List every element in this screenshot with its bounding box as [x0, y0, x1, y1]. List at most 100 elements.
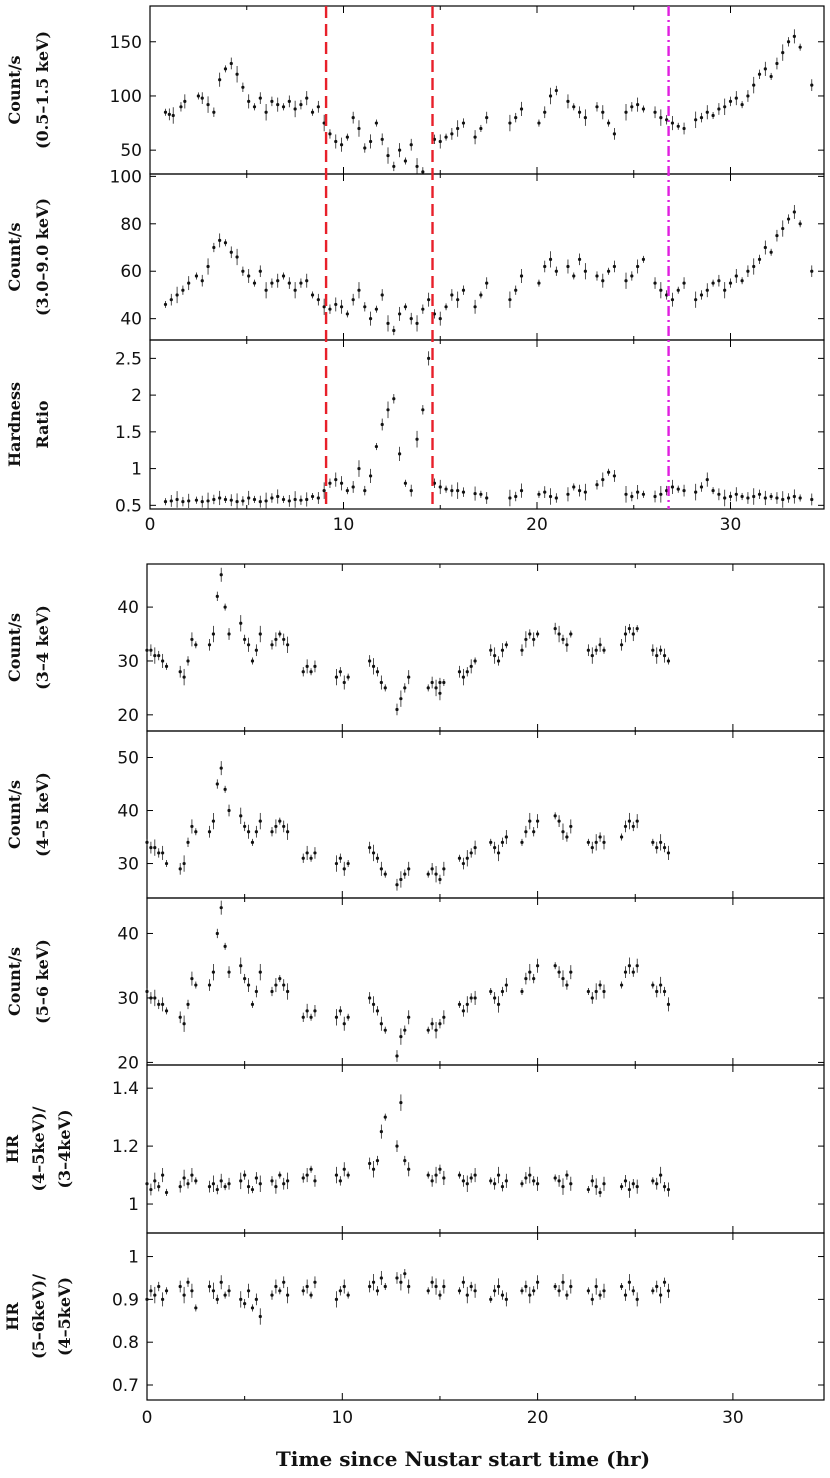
data-point — [746, 496, 750, 500]
data-point — [207, 983, 212, 987]
data-point — [415, 164, 419, 169]
data-point — [379, 1276, 383, 1280]
data-point — [243, 976, 247, 981]
data-point — [438, 317, 442, 321]
data-point — [278, 976, 282, 981]
x-tick-label: 0 — [145, 515, 156, 535]
data-point — [496, 1173, 501, 1177]
data-point — [442, 1176, 446, 1180]
data-point — [717, 107, 721, 111]
data-point — [504, 835, 508, 839]
data-point — [194, 983, 198, 987]
data-point — [461, 1009, 465, 1013]
data-point — [456, 489, 460, 493]
data-point — [792, 34, 796, 38]
data-point — [380, 422, 384, 427]
y-tick-label: 50 — [120, 141, 142, 161]
data-point — [590, 846, 594, 850]
data-point — [309, 856, 313, 860]
data-point — [276, 494, 280, 499]
data-point — [163, 302, 168, 307]
y-tick-label: 40 — [117, 802, 139, 822]
data-point — [548, 494, 553, 499]
data-segment — [432, 204, 814, 326]
data-point — [500, 1185, 505, 1189]
data-point — [264, 499, 268, 503]
y-tick-label: 20 — [117, 706, 139, 726]
data-point — [641, 492, 646, 496]
data-point — [186, 1182, 190, 1186]
plot-frame — [146, 730, 825, 899]
y-tick-label: 40 — [117, 924, 139, 944]
data-point — [590, 1297, 594, 1301]
data-point — [651, 1289, 655, 1293]
panel-bottom-4: 1 1.2 1.4 HR (4–5keV)/ (3–4keV) — [3, 1064, 825, 1234]
data-point — [334, 861, 339, 866]
data-point — [746, 94, 750, 98]
data-point — [670, 485, 675, 489]
data-point — [520, 1289, 524, 1293]
data-point — [438, 1293, 442, 1297]
data-point — [705, 478, 709, 482]
data-point — [666, 851, 671, 855]
data-point — [305, 851, 309, 855]
data-point — [322, 305, 326, 309]
data-point — [682, 126, 686, 131]
data-point — [434, 1028, 438, 1032]
data-point — [450, 132, 454, 136]
data-point — [438, 680, 442, 685]
data-point — [520, 840, 524, 844]
data-point — [145, 1182, 149, 1186]
data-point — [465, 1293, 469, 1297]
data-point — [282, 1182, 286, 1186]
data-point — [641, 107, 646, 111]
data-point — [282, 637, 286, 642]
data-point — [374, 121, 378, 125]
y-axis-label: Count/s — [5, 613, 24, 682]
data-point — [493, 996, 497, 1000]
y-tick-label: 2.5 — [115, 349, 142, 369]
data-point — [728, 99, 733, 103]
data-point — [316, 496, 320, 500]
data-point — [310, 293, 315, 297]
data-point — [357, 126, 361, 131]
data-point — [612, 264, 617, 269]
data-point — [496, 659, 501, 663]
plot-frame — [146, 1232, 825, 1401]
y-tick-label: 40 — [120, 310, 142, 330]
data-point — [229, 61, 233, 66]
data-point — [461, 288, 466, 292]
panel-bottom-1: 20 30 40 Count/s (3–4 keV) — [5, 563, 825, 732]
data-point — [250, 1306, 255, 1310]
data-point — [153, 1293, 157, 1297]
data-point — [368, 139, 373, 144]
data-point — [465, 856, 469, 860]
data-point — [655, 1284, 659, 1289]
data-point — [270, 989, 274, 994]
data-point — [572, 485, 576, 489]
data-point — [371, 1280, 376, 1284]
data-point — [246, 1289, 251, 1293]
data-point — [655, 846, 659, 850]
data-point — [161, 1173, 165, 1177]
data-point — [651, 983, 655, 987]
data-point — [375, 1158, 380, 1163]
data-point — [583, 490, 587, 494]
data-point — [500, 1293, 505, 1297]
data-point — [403, 1158, 407, 1163]
data-point — [666, 1002, 671, 1006]
plot-frame — [149, 5, 825, 175]
data-point — [430, 867, 434, 871]
data-point — [619, 643, 624, 647]
data-point — [630, 274, 634, 278]
y-axis-label: (5–6 keV) — [33, 939, 52, 1024]
data-point — [496, 1284, 501, 1289]
y-tick-label: 150 — [110, 33, 142, 53]
data-point — [655, 989, 659, 994]
data-point — [163, 110, 168, 114]
data-point — [305, 664, 309, 668]
data-point — [301, 1289, 305, 1293]
data-point — [149, 996, 153, 1000]
data-segment — [432, 29, 814, 149]
data-point — [190, 976, 194, 981]
